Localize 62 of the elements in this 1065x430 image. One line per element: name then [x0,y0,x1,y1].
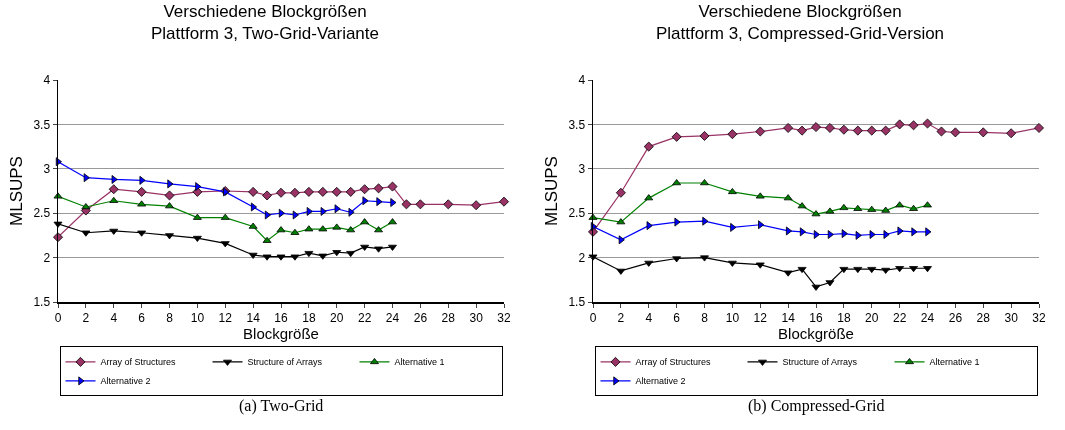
x-tick-label: 6 [673,310,681,325]
y-tick-label: 4 [578,73,586,88]
x-tick-label: 26 [948,310,963,325]
y-tick-label: 2.5 [33,206,51,221]
chart-title: Verschiedene Blockgrößen Plattform 3, Two-Grid-Variante [150,2,380,44]
x-tick-label: 6 [138,310,146,325]
x-axis-title: Blockgröße [778,324,854,342]
y-tick-label: 3 [578,162,586,176]
y-tick-label: 3 [43,162,51,176]
y-tick-label: 3.5 [568,117,586,132]
legend-label: Array of Structures [635,357,712,368]
x-tick-label: 14 [246,310,261,325]
x-tick-label: 32 [1032,310,1046,325]
x-tick-label: 2 [617,310,625,325]
x-tick-label: 14 [781,310,796,325]
x-tick-label: 16 [809,310,823,325]
x-tick-label: 22 [892,310,907,325]
legend-label: Array of Structures [100,357,177,368]
x-tick-label: 20 [865,310,879,325]
x-tick-label: 28 [441,310,456,325]
x-tick-label: 24 [385,310,400,325]
text: (b) Compressed-Grid [748,397,885,415]
x-axis-title: Blockgröße [243,324,319,342]
x-tick-label: 10 [725,310,740,325]
legend-label: Alternative 1 [394,357,445,368]
x-tick-label: 0 [54,310,62,325]
x-tick-label: 18 [302,310,316,325]
x-tick-label: 18 [837,310,851,325]
text: (a) Two-Grid [239,397,324,415]
legend-label: Alternative 2 [100,376,151,387]
y-tick-label: 2 [43,250,51,265]
y-tick-label: 2.5 [568,206,586,221]
legend-label: Alternative 1 [929,357,980,368]
x-tick-label: 8 [166,310,174,325]
legend-label: Alternative 2 [635,376,686,387]
x-tick-label: 32 [497,310,511,325]
legend-label: Structure of Arrays [782,357,858,368]
y-tick-label: 3.5 [33,117,51,132]
x-tick-label: 26 [413,310,428,325]
legend-label: Structure of Arrays [247,357,323,368]
y-tick-label: 1.5 [568,295,586,310]
x-tick-label: 22 [357,310,372,325]
x-tick-label: 12 [753,310,768,325]
x-tick-label: 2 [82,310,90,325]
x-tick-label: 12 [218,310,233,325]
y-tick-label: 4 [43,73,51,88]
y-tick-label: 2 [578,250,586,265]
x-tick-label: 16 [274,310,288,325]
y-axis-title: MLSUPS [542,156,562,226]
y-axis-title: MLSUPS [7,156,27,226]
x-tick-label: 4 [645,310,653,325]
x-tick-label: 0 [589,310,597,325]
chart-title: Verschiedene Blockgrößen Plattform 3, Compressed-Grid-Version [655,2,945,44]
x-tick-label: 20 [330,310,344,325]
x-tick-label: 24 [920,310,935,325]
x-tick-label: 28 [976,310,991,325]
x-tick-label: 30 [1004,310,1019,325]
x-tick-label: 10 [190,310,205,325]
x-tick-label: 30 [469,310,484,325]
x-tick-label: 8 [701,310,709,325]
x-tick-label: 4 [110,310,118,325]
y-tick-label: 1.5 [33,295,51,310]
